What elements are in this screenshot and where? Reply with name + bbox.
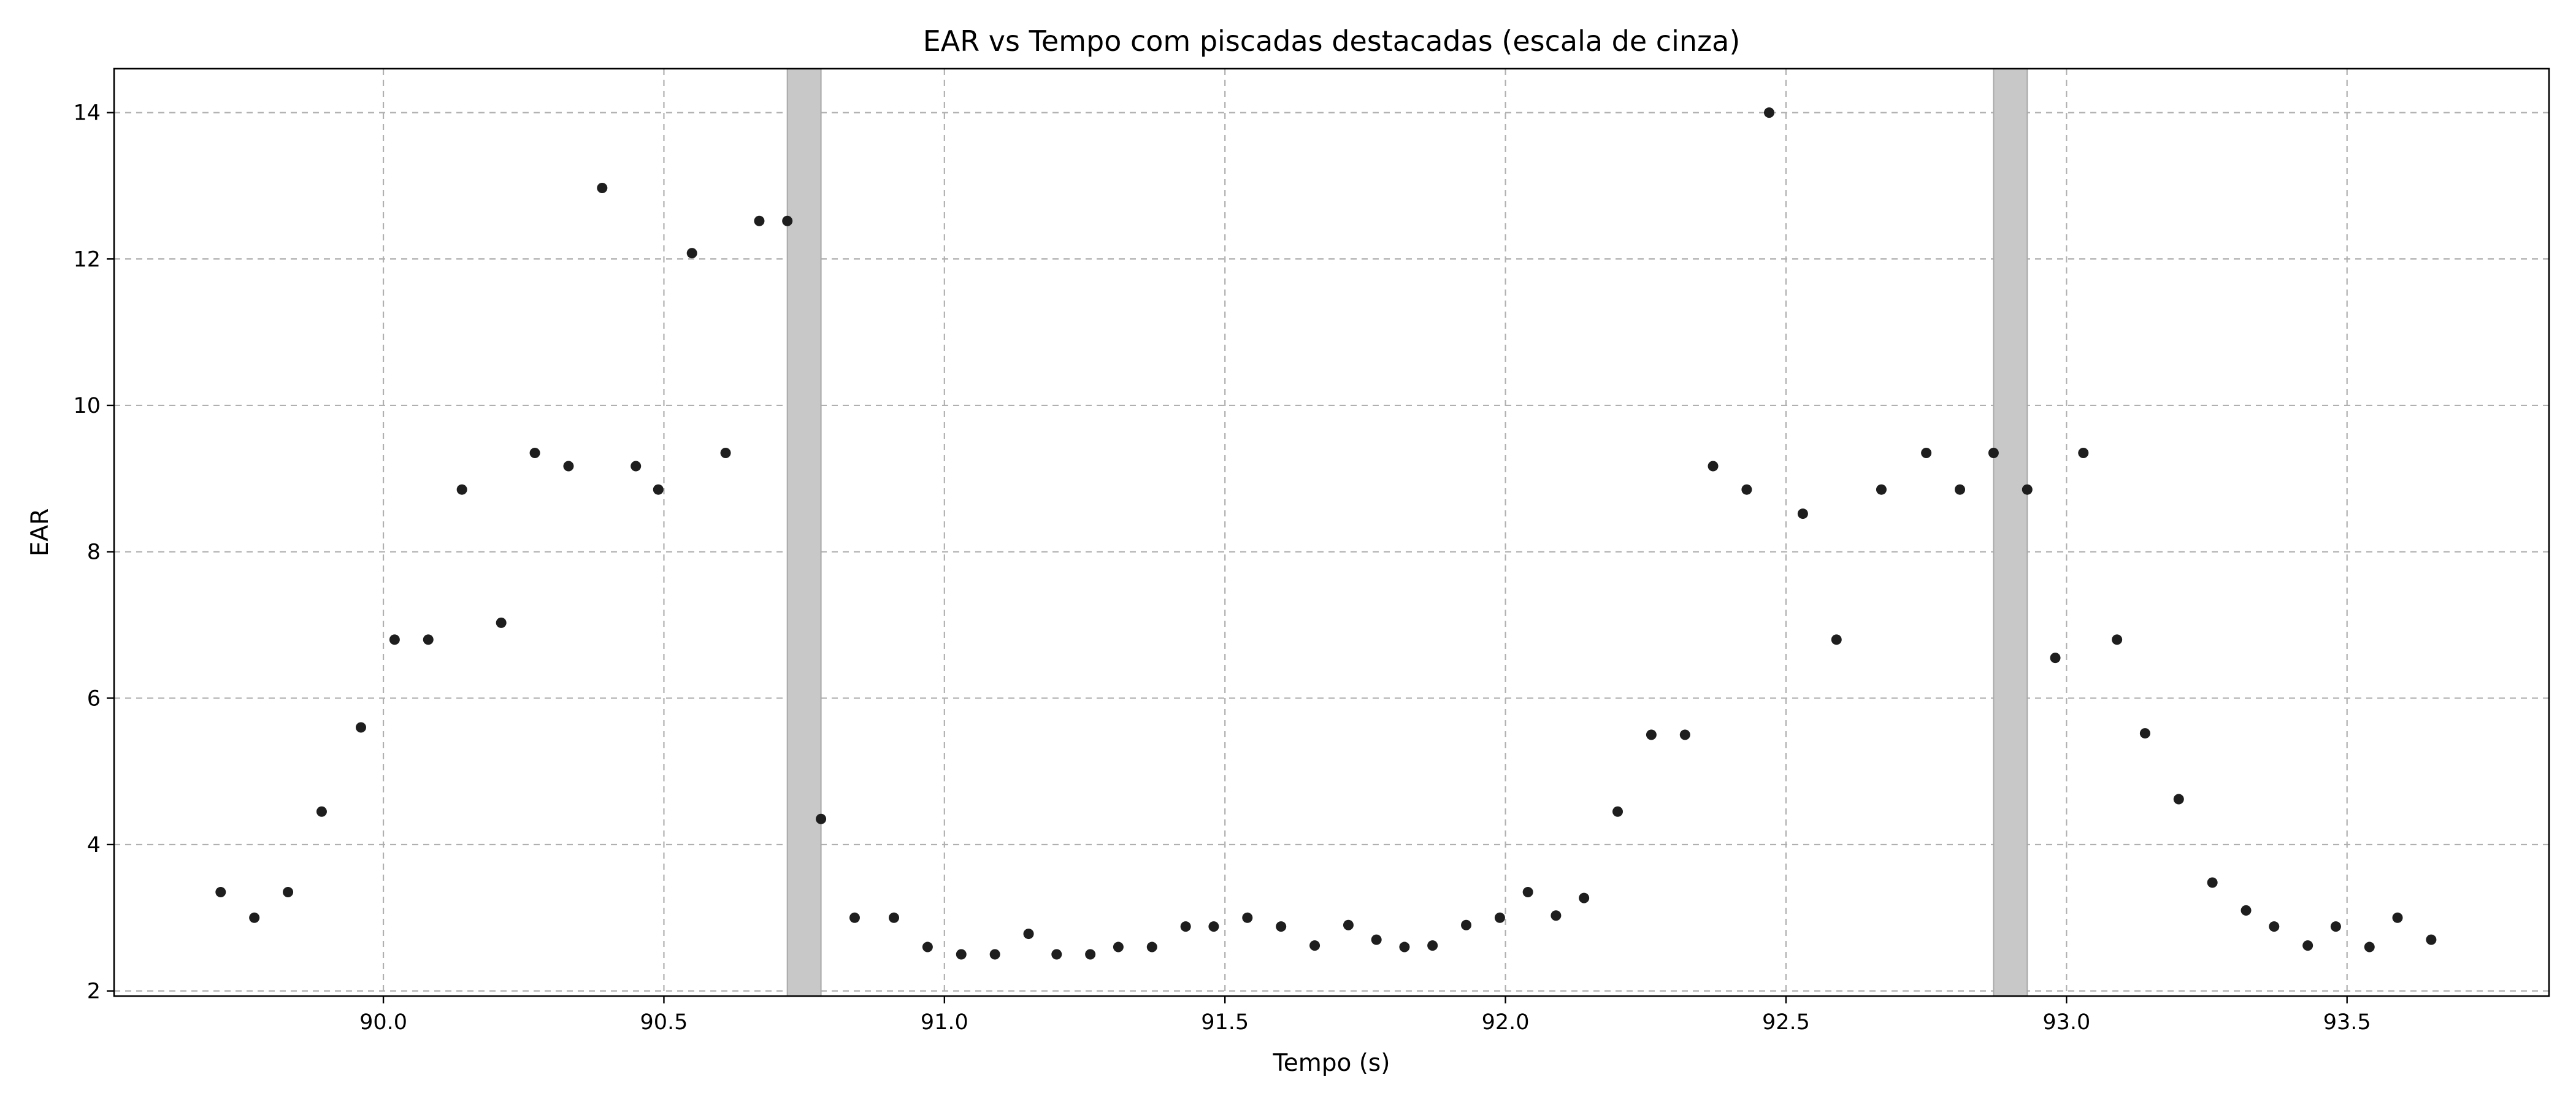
scatter-points bbox=[215, 107, 2437, 960]
data-point bbox=[1764, 107, 1775, 118]
y-axis-label: EAR bbox=[26, 508, 54, 556]
data-point bbox=[2302, 940, 2313, 951]
data-point bbox=[2207, 877, 2218, 888]
data-point bbox=[2426, 934, 2437, 945]
data-point bbox=[1831, 634, 1842, 645]
data-point bbox=[1708, 461, 1719, 472]
plot-area bbox=[113, 67, 2550, 997]
data-point bbox=[529, 448, 540, 459]
data-point bbox=[754, 215, 765, 226]
data-point bbox=[1646, 729, 1657, 740]
data-point bbox=[1612, 806, 1623, 817]
data-point bbox=[2112, 634, 2123, 645]
x-tick-label: 91.5 bbox=[1201, 1010, 1249, 1035]
data-point bbox=[456, 484, 467, 495]
data-point bbox=[597, 183, 608, 194]
y-tick-label: 2 bbox=[87, 979, 101, 1004]
data-point bbox=[2330, 921, 2341, 932]
data-point bbox=[1208, 921, 1219, 932]
data-point bbox=[1741, 484, 1752, 495]
data-point bbox=[249, 912, 260, 923]
y-axis: 2 4 6 8 10 12 14 bbox=[73, 101, 114, 1004]
data-point bbox=[1579, 892, 1590, 903]
x-tick-label: 92.0 bbox=[1482, 1010, 1530, 1035]
data-point bbox=[1551, 910, 1562, 921]
data-point bbox=[283, 887, 294, 898]
data-point bbox=[816, 813, 827, 824]
data-point bbox=[1242, 912, 1253, 923]
data-point bbox=[1679, 729, 1690, 740]
y-tick-label: 14 bbox=[73, 101, 101, 126]
data-point bbox=[782, 215, 793, 226]
data-point bbox=[2173, 794, 2184, 805]
data-point bbox=[1494, 912, 1505, 923]
data-point bbox=[1276, 921, 1287, 932]
data-point bbox=[1051, 949, 1062, 960]
data-point bbox=[989, 949, 1000, 960]
data-point bbox=[1023, 929, 1034, 940]
blink-highlight-band bbox=[1993, 68, 2028, 997]
data-point bbox=[355, 722, 366, 733]
x-tick-label: 92.5 bbox=[1762, 1010, 1810, 1035]
data-point bbox=[1343, 919, 1354, 930]
y-tick-label: 10 bbox=[73, 394, 101, 418]
y-tick-label: 4 bbox=[87, 833, 101, 857]
data-point bbox=[2139, 728, 2150, 739]
data-point bbox=[215, 887, 226, 898]
data-point bbox=[1427, 940, 1438, 951]
grid-layer bbox=[114, 69, 2549, 996]
data-point bbox=[2364, 941, 2375, 953]
data-point bbox=[1146, 941, 1157, 953]
data-point bbox=[1988, 448, 1999, 459]
data-point bbox=[2269, 921, 2280, 932]
data-point bbox=[496, 617, 507, 628]
data-point bbox=[563, 461, 574, 472]
data-point bbox=[1522, 887, 1533, 898]
x-tick-label: 90.0 bbox=[359, 1010, 407, 1035]
data-point bbox=[2078, 448, 2089, 459]
y-tick-label: 12 bbox=[73, 247, 101, 272]
x-tick-label: 93.5 bbox=[2323, 1010, 2371, 1035]
data-point bbox=[1921, 448, 1932, 459]
data-point bbox=[1399, 941, 1410, 953]
x-tick-label: 91.0 bbox=[921, 1010, 968, 1035]
x-axis-label: Tempo (s) bbox=[1273, 1049, 1390, 1077]
data-point bbox=[888, 912, 899, 923]
data-point bbox=[1955, 484, 1966, 495]
y-tick-label: 8 bbox=[87, 540, 101, 565]
data-point bbox=[653, 484, 664, 495]
data-point bbox=[1180, 921, 1191, 932]
data-point bbox=[849, 912, 860, 923]
blink-band-layer bbox=[786, 68, 2028, 997]
data-point bbox=[956, 949, 967, 960]
chart-title: EAR vs Tempo com piscadas destacadas (es… bbox=[923, 25, 1741, 58]
data-point bbox=[1371, 934, 1382, 945]
data-point bbox=[1876, 484, 1887, 495]
data-point bbox=[2241, 905, 2252, 916]
blink-highlight-band bbox=[786, 68, 822, 997]
data-point bbox=[1461, 919, 1472, 930]
data-point bbox=[316, 806, 327, 817]
plot-frame bbox=[113, 67, 2550, 997]
data-point bbox=[2022, 484, 2033, 495]
data-point bbox=[922, 941, 933, 953]
data-point bbox=[389, 634, 400, 645]
y-tick-label: 6 bbox=[87, 686, 101, 711]
data-point bbox=[423, 634, 434, 645]
data-point bbox=[2050, 653, 2061, 664]
data-point bbox=[1085, 949, 1096, 960]
data-point bbox=[1309, 940, 1321, 951]
data-point bbox=[1797, 508, 1808, 519]
data-point bbox=[686, 248, 697, 259]
data-point bbox=[1113, 941, 1124, 953]
data-point bbox=[2392, 912, 2403, 923]
x-tick-label: 93.0 bbox=[2042, 1010, 2090, 1035]
x-axis: 90.0 90.5 91.0 91.5 92.0 92.5 93.0 93.5 bbox=[359, 996, 2371, 1035]
data-point bbox=[720, 448, 731, 459]
data-point bbox=[631, 461, 642, 472]
x-tick-label: 90.5 bbox=[640, 1010, 688, 1035]
